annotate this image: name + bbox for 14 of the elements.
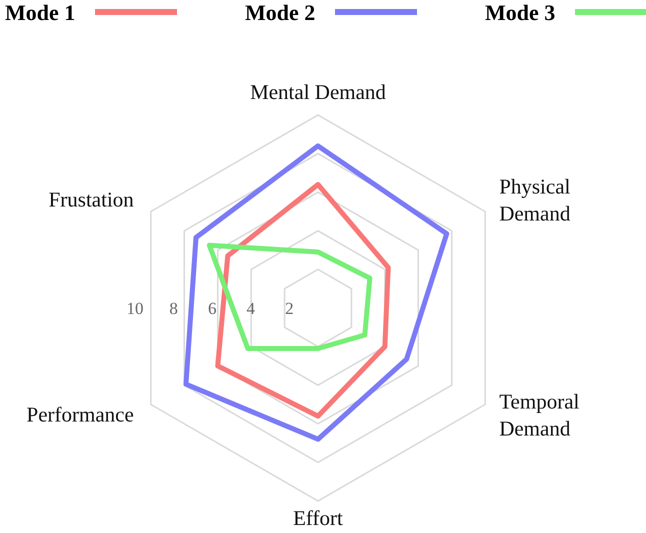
spoke-label: Mental Demand (250, 80, 386, 104)
y-tick-label: 8 (169, 299, 178, 318)
legend-label: Mode 2 (245, 0, 316, 25)
spoke-label: Physical Demand (499, 174, 571, 226)
legend-label: Mode 1 (5, 0, 76, 25)
y-tick-label: 2 (285, 299, 294, 318)
spoke-label: Effort (293, 506, 344, 530)
legend-label: Mode 3 (485, 0, 556, 25)
spoke-label: Performance (26, 402, 134, 426)
y-tick-label: 4 (246, 299, 256, 318)
spoke-label: Frustation (48, 188, 134, 212)
spoke-label: Temporal Demand (499, 390, 580, 440)
y-tick-label: 10 (126, 299, 144, 318)
y-tick-label: 6 (208, 299, 216, 318)
